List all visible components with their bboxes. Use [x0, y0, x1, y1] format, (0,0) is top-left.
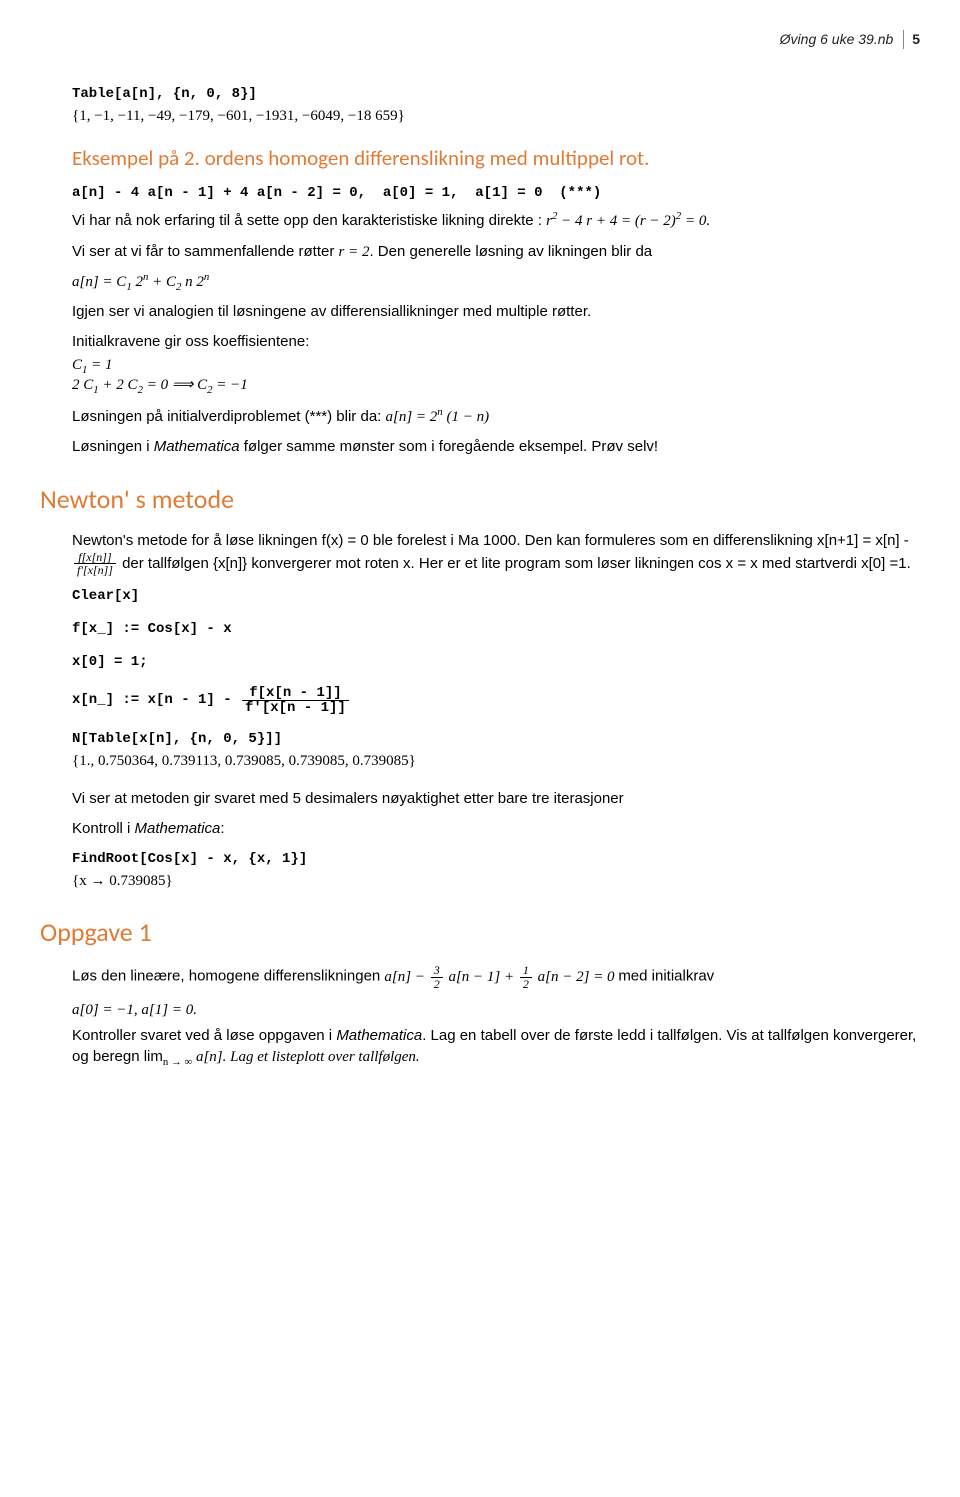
code-table-input: Table[a[n], {n, 0, 8}]	[72, 85, 920, 104]
kontroll-b: Mathematica	[135, 820, 221, 837]
oppg1-a: Løs den lineære, homogene differenslikni…	[72, 968, 384, 985]
frac-1-2-d: 2	[520, 978, 532, 991]
para-5decimals: Vi ser at metoden gir svaret med 5 desim…	[72, 789, 920, 809]
para-mm-c: følger samme mønster som i foregående ek…	[240, 438, 658, 455]
oppg1-eq-e: a[n − 2] = 0	[534, 969, 615, 985]
para-oppg1-2: Kontroller svaret ved å løse oppgaven i …	[72, 1026, 920, 1067]
oppg1-eq-a: a[n] −	[384, 969, 428, 985]
para-sol-math: a[n] = 2n (1 − n)	[386, 409, 490, 425]
header-filename: Øving 6 uke 39.nb	[780, 31, 894, 47]
code-ntable: N[Table[x[n], {n, 0, 5}]]	[72, 730, 920, 749]
c2-eq: 2 C1 + 2 C2 = 0 ⟹ C2 = −1	[72, 375, 920, 395]
para-sol-text: Løsningen på initialverdiproblemet (***)…	[72, 408, 381, 425]
lim-sub: n → ∞	[163, 1049, 192, 1065]
page-header: Øving 6 uke 39.nb 5	[40, 30, 920, 49]
para-char-text: Vi har nå nok erfaring til å sette opp d…	[72, 212, 546, 229]
code-xn: x[n_] := x[n - 1] - f[x[n - 1]]f'[x[n - …	[72, 686, 920, 716]
frac-1-2-n: 1	[520, 964, 532, 978]
code-findroot: FindRoot[Cos[x] - x, {x, 1}]	[72, 850, 920, 869]
kontroll-c: :	[220, 820, 224, 837]
para-char-eqn: Vi har nå nok erfaring til å sette opp d…	[72, 211, 920, 231]
para-mm-a: Løsningen i	[72, 438, 154, 455]
code-findroot-out: {x → 0.739085}	[72, 871, 920, 891]
para-mathematica: Løsningen i Mathematica følger samme møn…	[72, 437, 920, 457]
frac-3-2: 32	[431, 964, 443, 990]
para-initkrav: Initialkravene gir oss koeffisientene:	[72, 332, 920, 352]
para-roots: Vi ser at vi får to sammenfallende røtte…	[72, 242, 920, 262]
code-clear: Clear[x]	[72, 587, 920, 606]
heading-newton: Newton' s metode	[40, 482, 920, 517]
code-xn-frac: f[x[n - 1]]f'[x[n - 1]]	[242, 686, 349, 716]
para-mm-b: Mathematica	[154, 438, 240, 455]
oppg1-2b: Mathematica	[336, 1027, 422, 1044]
para-kontroll: Kontroll i Mathematica:	[72, 819, 920, 839]
general-solution-eq: a[n] = C1 2n + C2 n 2n	[72, 272, 920, 292]
lim-sub-text: n → ∞	[163, 1056, 192, 1068]
char-eqn-math: r2 − 4 r + 4 = (r − 2)2 = 0.	[546, 213, 710, 229]
code-xn-frac-d: f'[x[n - 1]]	[242, 701, 349, 716]
newton-frac: f[x[n]]f'[x[n]]	[74, 551, 116, 577]
oppg1-eq: a[n] − 32 a[n − 1] + 12 a[n − 2] = 0	[384, 969, 618, 985]
para-roots-a: Vi ser at vi får to sammenfallende røtte…	[72, 243, 339, 260]
code-xn-pre: x[n_] := x[n - 1] -	[72, 691, 240, 710]
para-analogy: Igjen ser vi analogien til løsningene av…	[72, 302, 920, 322]
oppg1-2a: Kontroller svaret ved å løse oppgaven i	[72, 1027, 336, 1044]
page-number: 5	[903, 30, 920, 49]
frac-1-2: 12	[520, 964, 532, 990]
oppg1-eq-c: a[n − 1] +	[445, 969, 518, 985]
code-xn-frac-n: f[x[n - 1]]	[242, 686, 349, 702]
section-newton: Newton's metode for å løse likningen f(x…	[72, 531, 920, 891]
oppg1-init: a[0] = −1, a[1] = 0.	[72, 1000, 920, 1020]
frac-3-2-d: 2	[431, 978, 443, 991]
newton-frac-d: f'[x[n]]	[74, 564, 116, 577]
para-newton-intro: Newton's metode for å løse likningen f(x…	[72, 531, 920, 577]
para-roots-math: r = 2	[339, 244, 370, 260]
para-solution: Løsningen på initialverdiproblemet (***)…	[72, 407, 920, 427]
code-eqn-stars: a[n] - 4 a[n - 1] + 4 a[n - 2] = 0, a[0]…	[72, 184, 920, 203]
newton-frac-n: f[x[n]]	[74, 551, 116, 565]
code-ntable-out: {1., 0.750364, 0.739113, 0.739085, 0.739…	[72, 751, 920, 771]
code-fdef: f[x_] := Cos[x] - x	[72, 620, 920, 639]
section-example: Table[a[n], {n, 0, 8}] {1, −1, −11, −49,…	[72, 85, 920, 458]
code-x0: x[0] = 1;	[72, 653, 920, 672]
newton-intro-a: Newton's metode for å løse likningen f(x…	[72, 532, 909, 549]
subheading-example2: Eksempel på 2. ordens homogen differensl…	[72, 144, 920, 172]
newton-intro-c: der tallfølgen {x[n]} konvergerer mot ro…	[118, 555, 911, 572]
frac-3-2-n: 3	[431, 964, 443, 978]
oppg1-b: med initialkrav	[618, 968, 714, 985]
para-oppg1-1: Løs den lineære, homogene differenslikni…	[72, 964, 920, 990]
kontroll-a: Kontroll i	[72, 820, 135, 837]
section-oppgave1: Løs den lineære, homogene differenslikni…	[72, 964, 920, 1067]
oppg1-2d: a[n]. Lag et listeplott over tallfølgen.	[192, 1049, 420, 1065]
code-table-output: {1, −1, −11, −49, −179, −601, −1931, −60…	[72, 106, 920, 126]
para-roots-c: . Den generelle løsning av likningen bli…	[369, 243, 652, 260]
c1-eq: C1 = 1	[72, 355, 920, 375]
heading-oppgave1: Oppgave 1	[40, 915, 920, 950]
